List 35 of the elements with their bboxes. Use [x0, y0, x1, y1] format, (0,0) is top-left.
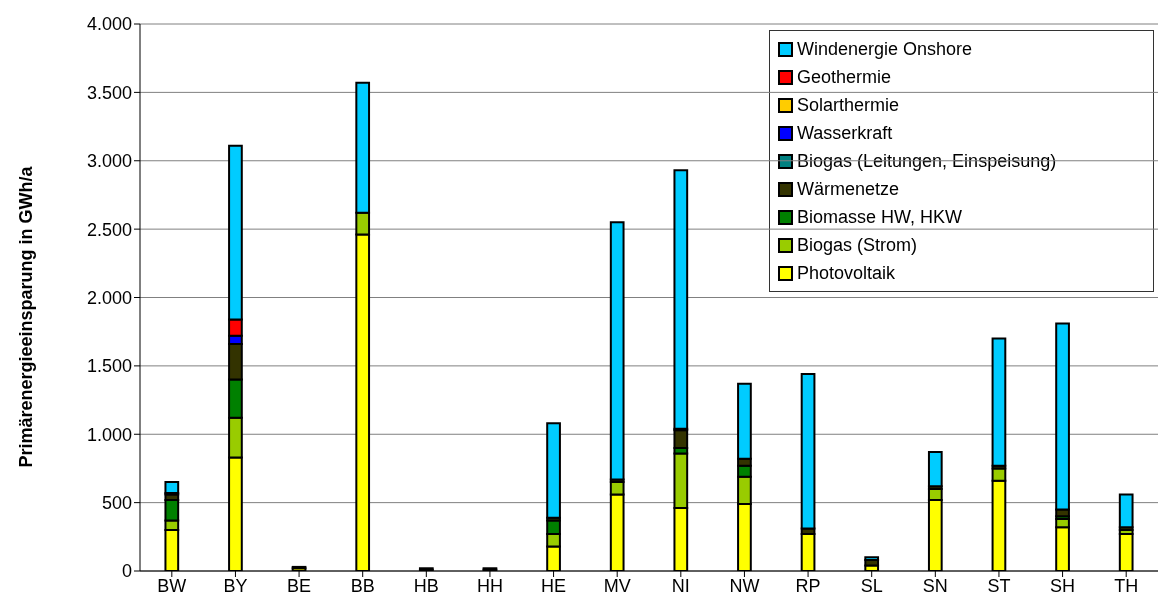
legend-label: Wasserkraft: [797, 122, 893, 144]
x-tick-label: NW: [729, 575, 760, 596]
y-tick-label: 2.500: [86, 219, 132, 240]
x-tick-label: BW: [157, 575, 187, 596]
legend-label: Geothermie: [797, 66, 892, 88]
y-tick-label: 1.000: [86, 424, 132, 445]
legend-label: Biogas (Strom): [797, 234, 918, 256]
legend-label: Windenergie Onshore: [797, 38, 973, 60]
y-tick-label: 3.000: [86, 151, 132, 172]
y-tick-label: 3.500: [86, 82, 132, 103]
legend-label: Solarthermie: [797, 94, 900, 116]
x-tick-label: TH: [1114, 575, 1139, 596]
x-tick-label: MV: [603, 575, 631, 596]
x-tick-label: HB: [413, 575, 439, 596]
x-tick-label: BY: [223, 575, 248, 596]
x-tick-label: SH: [1050, 575, 1076, 596]
legend-label: Wärmenetze: [797, 178, 900, 200]
y-tick-label: 2.000: [86, 287, 132, 308]
x-tick-label: BE: [287, 575, 312, 596]
y-tick-label: 0: [121, 561, 132, 582]
x-tick-label: SL: [860, 575, 883, 596]
legend-label: Biomasse HW, HKW: [797, 206, 963, 228]
x-tick-label: BB: [350, 575, 375, 596]
x-tick-label: ST: [987, 575, 1011, 596]
y-tick-label: 4.000: [86, 14, 132, 35]
x-tick-label: HH: [476, 575, 503, 596]
y-axis-title: Primärenergieeinsparung in GWh/a: [16, 165, 37, 468]
x-tick-label: NI: [671, 575, 690, 596]
y-tick-label: 1.500: [86, 356, 132, 377]
x-tick-label: SN: [922, 575, 948, 596]
x-tick-label: HE: [541, 575, 567, 596]
legend-label: Biogas (Leitungen, Einspeisung): [797, 150, 1057, 172]
legend-label: Photovoltaik: [797, 262, 896, 284]
y-tick-label: 500: [101, 493, 132, 514]
x-tick-label: RP: [795, 575, 821, 596]
